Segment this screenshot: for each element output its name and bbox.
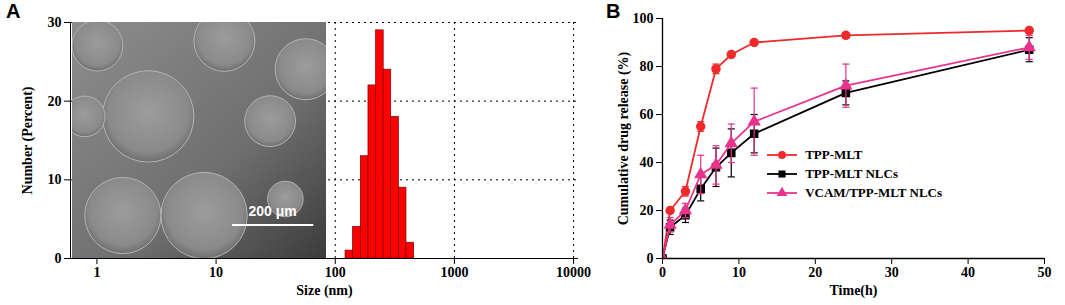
svg-text:0: 0 xyxy=(55,251,62,266)
html-text:VCAM/TPP-MLT NLCs: VCAM/TPP-MLT NLCs xyxy=(805,184,942,200)
svg-text:20: 20 xyxy=(640,203,654,218)
svg-text:20: 20 xyxy=(48,94,62,109)
svg-text:Cumulative drug release (%): Cumulative drug release (%) xyxy=(616,51,632,225)
svg-text:Number (Percent): Number (Percent) xyxy=(20,86,36,194)
svg-text:40: 40 xyxy=(640,155,654,170)
html-text:A: A xyxy=(6,0,21,22)
svg-text:0: 0 xyxy=(659,265,666,280)
svg-text:30: 30 xyxy=(885,265,899,280)
html-text:B: B xyxy=(606,0,621,22)
svg-text:10: 10 xyxy=(732,265,746,280)
svg-text:1000: 1000 xyxy=(440,265,468,280)
svg-text:60: 60 xyxy=(640,107,654,122)
svg-text:30: 30 xyxy=(48,15,62,30)
svg-text:200 μm: 200 μm xyxy=(249,203,297,219)
svg-text:100: 100 xyxy=(633,11,654,26)
html-text:TPP-MLT NLCs: TPP-MLT NLCs xyxy=(805,165,898,181)
svg-text:10000: 10000 xyxy=(556,265,591,280)
svg-text:10: 10 xyxy=(48,172,62,187)
svg-text:50: 50 xyxy=(1038,265,1052,280)
svg-text:100: 100 xyxy=(325,265,346,280)
svg-text:Size (nm): Size (nm) xyxy=(296,283,353,299)
svg-text:40: 40 xyxy=(961,265,975,280)
svg-text:0: 0 xyxy=(647,251,654,266)
html-text:TPP-MLT: TPP-MLT xyxy=(805,146,863,162)
svg-text:Time(h): Time(h) xyxy=(830,283,878,299)
svg-text:20: 20 xyxy=(808,265,822,280)
svg-text:1: 1 xyxy=(93,265,100,280)
svg-text:10: 10 xyxy=(209,265,223,280)
svg-text:80: 80 xyxy=(640,59,654,74)
